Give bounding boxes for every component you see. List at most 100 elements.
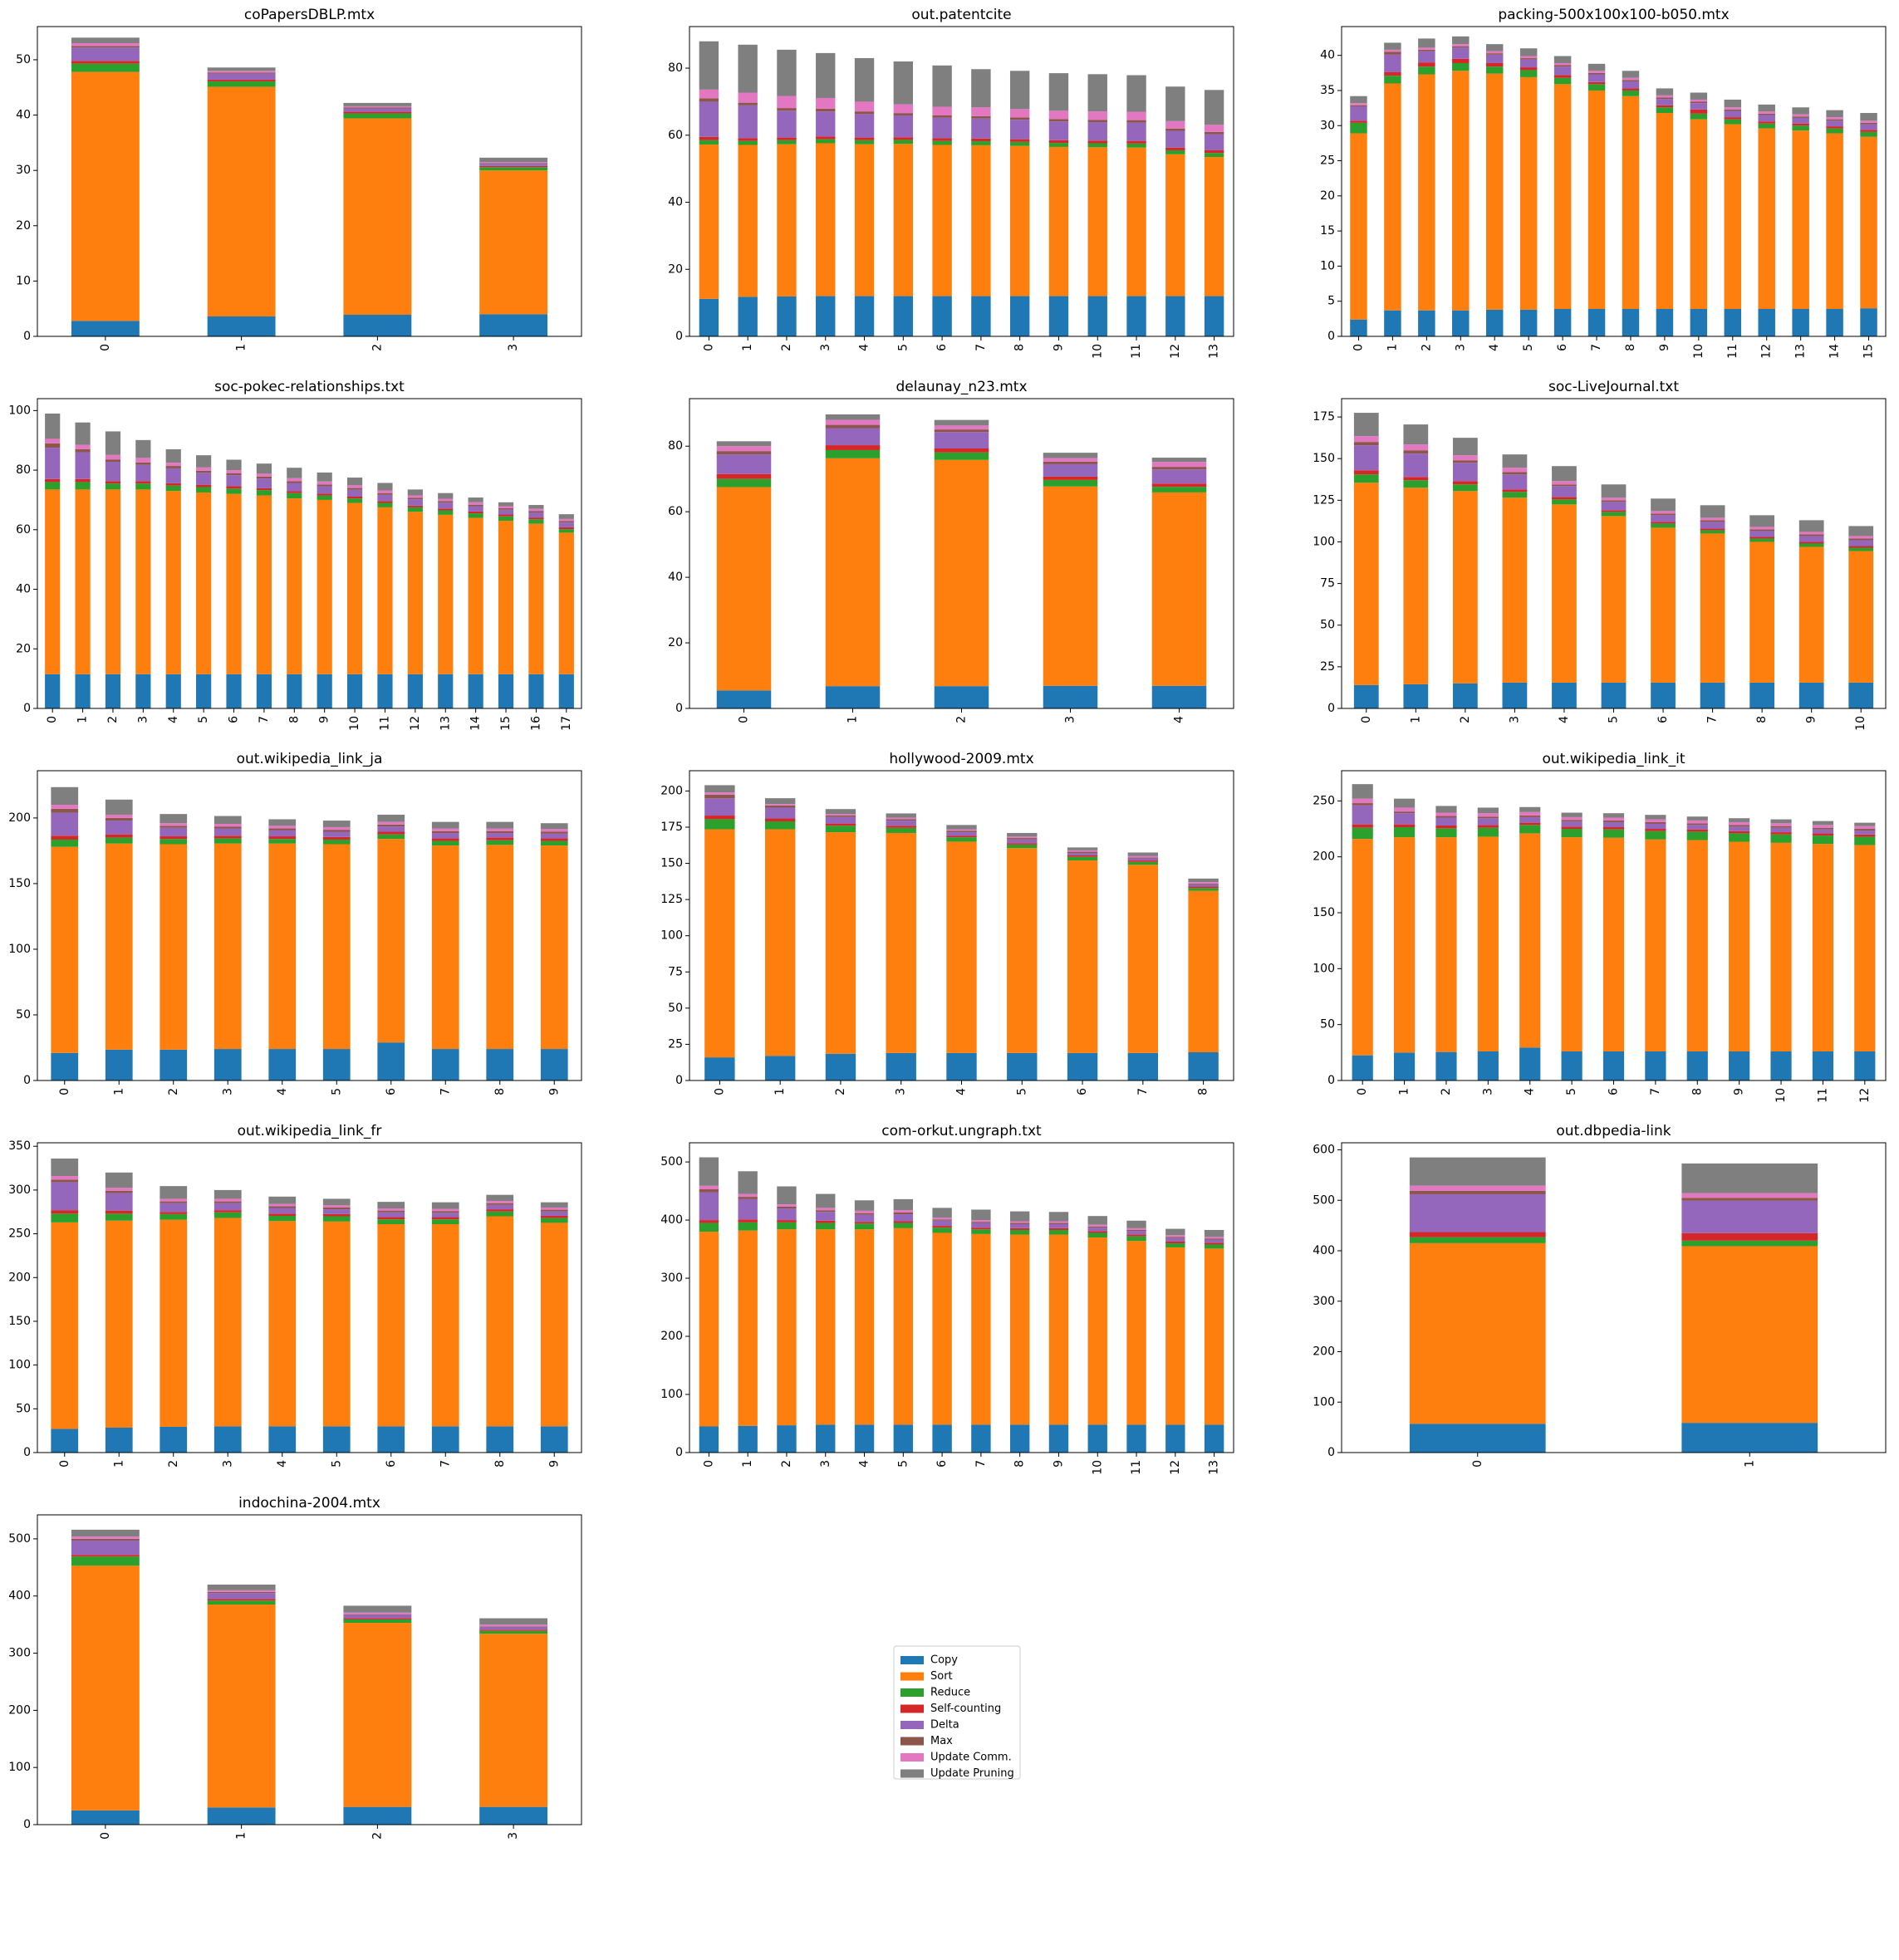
bar-segment-update-pruning-4 bbox=[1552, 466, 1577, 482]
bar-segment-max-15 bbox=[498, 507, 514, 510]
x-tick-label: 8 bbox=[493, 1088, 507, 1095]
x-tick-label: 2 bbox=[370, 344, 384, 351]
bar-segment-reduce-9 bbox=[1656, 107, 1674, 114]
bar-segment-reduce-9 bbox=[1798, 543, 1824, 547]
bar-segment-delta-4 bbox=[854, 1214, 875, 1223]
bar-segment-update-comm-8 bbox=[1749, 527, 1775, 530]
bar-segment-delta-17 bbox=[558, 522, 574, 527]
bar-segment-delta-6 bbox=[1602, 821, 1625, 827]
bar-segment-self-counting-3 bbox=[816, 1220, 836, 1223]
bar-segment-max-13 bbox=[438, 501, 454, 503]
bar-segment-update-pruning-1 bbox=[207, 67, 276, 71]
bar-segment-max-4 bbox=[854, 1213, 875, 1215]
panel-title: out.patentcite bbox=[911, 7, 1011, 23]
bar-segment-copy-6 bbox=[226, 674, 242, 708]
bar-segment-update-comm-9 bbox=[540, 1207, 568, 1210]
bar-segment-copy-2 bbox=[934, 686, 989, 708]
x-tick-label: 11 bbox=[1816, 1088, 1829, 1103]
bar-segment-sort-2 bbox=[1435, 837, 1457, 1052]
bar-segment-reduce-8 bbox=[287, 492, 302, 499]
bar-segment-delta-9 bbox=[1798, 536, 1824, 542]
x-tick-label: 0 bbox=[1352, 344, 1365, 351]
bar-segment-copy-4 bbox=[1151, 685, 1207, 708]
bar-segment-copy-1 bbox=[825, 686, 881, 708]
x-tick-label: 15 bbox=[499, 716, 513, 731]
bar-segment-update-pruning-5 bbox=[322, 821, 351, 827]
legend-swatch-self-counting bbox=[900, 1704, 924, 1713]
bar-segment-copy-7 bbox=[971, 296, 991, 336]
x-tick-label: 1 bbox=[1386, 344, 1399, 351]
bar-segment-update-pruning-6 bbox=[377, 1202, 405, 1209]
bar-segment-max-1 bbox=[764, 805, 796, 808]
bar-segment-self-counting-9 bbox=[1656, 105, 1674, 108]
bar-segment-update-pruning-9 bbox=[1048, 1212, 1069, 1222]
bar-segment-update-comm-4 bbox=[946, 829, 977, 831]
x-tick-label: 2 bbox=[834, 1088, 847, 1095]
bar-segment-sort-11 bbox=[1724, 124, 1742, 310]
bar-segment-reduce-15 bbox=[498, 516, 514, 522]
bar-segment-update-pruning-7 bbox=[971, 1209, 991, 1221]
x-tick-label: 0 bbox=[713, 1088, 726, 1095]
y-tick-label: 0 bbox=[23, 702, 31, 715]
bar-segment-sort-0 bbox=[51, 846, 79, 1053]
bar-segment-delta-6 bbox=[932, 1220, 952, 1227]
x-tick-label: 7 bbox=[258, 716, 271, 723]
bar-segment-max-5 bbox=[1601, 500, 1627, 502]
bar-segment-self-counting-8 bbox=[486, 837, 514, 840]
bar-segment-copy-9 bbox=[540, 1426, 568, 1453]
bar-segment-update-comm-8 bbox=[287, 478, 302, 482]
bar-segment-self-counting-7 bbox=[971, 1227, 991, 1230]
bar-segment-update-pruning-8 bbox=[287, 468, 302, 478]
bar-segment-self-counting-0 bbox=[1353, 470, 1379, 475]
bar-segment-delta-0 bbox=[704, 798, 735, 816]
y-tick-label: 0 bbox=[23, 330, 31, 343]
bar-segment-sort-1 bbox=[1403, 488, 1429, 684]
bar-segment-update-comm-8 bbox=[1622, 77, 1640, 81]
bar-segment-delta-0 bbox=[45, 448, 61, 479]
bar-segment-copy-10 bbox=[1770, 1051, 1792, 1080]
bar-segment-copy-6 bbox=[377, 1426, 405, 1453]
bar-segment-max-8 bbox=[1686, 823, 1708, 826]
bar-segment-copy-13 bbox=[1204, 1424, 1224, 1453]
x-tick-label: 11 bbox=[1130, 1460, 1143, 1475]
bar-segment-max-0 bbox=[704, 794, 735, 799]
bar-segment-sort-6 bbox=[1067, 860, 1098, 1053]
bar-segment-delta-1 bbox=[738, 1198, 758, 1220]
bar-segment-max-16 bbox=[528, 511, 544, 512]
bar-segment-update-comm-5 bbox=[893, 104, 914, 114]
bar-segment-max-1 bbox=[738, 102, 758, 105]
panel-title: hollywood-2009.mtx bbox=[889, 751, 1033, 767]
x-tick-label: 2 bbox=[1440, 1088, 1453, 1095]
bar-segment-self-counting-4 bbox=[1519, 822, 1541, 826]
bar-segment-copy-0 bbox=[699, 298, 719, 336]
bar-segment-self-counting-7 bbox=[1645, 829, 1666, 831]
bar-segment-update-comm-14 bbox=[468, 502, 483, 505]
bar-segment-reduce-11 bbox=[1126, 143, 1146, 148]
bar-segment-sort-4 bbox=[946, 841, 977, 1053]
bar-segment-update-comm-1 bbox=[1403, 444, 1429, 451]
bar-segment-update-comm-8 bbox=[1188, 882, 1219, 884]
bar-segment-update-pruning-13 bbox=[1204, 1229, 1224, 1237]
bar-segment-self-counting-0 bbox=[71, 61, 140, 64]
bar-segment-update-pruning-2 bbox=[777, 1186, 797, 1205]
bar-segment-reduce-1 bbox=[738, 1222, 758, 1231]
bar-segment-self-counting-9 bbox=[540, 1215, 568, 1218]
y-tick-label: 80 bbox=[16, 463, 31, 477]
bar-segment-update-pruning-3 bbox=[1477, 807, 1499, 814]
bar-segment-delta-5 bbox=[322, 1209, 351, 1214]
bar-segment-update-comm-8 bbox=[1686, 820, 1708, 824]
x-tick-label: 9 bbox=[318, 716, 331, 723]
bar-segment-update-pruning-2 bbox=[1418, 38, 1435, 48]
bar-segment-sort-2 bbox=[343, 1623, 412, 1807]
y-tick-label: 15 bbox=[1320, 224, 1335, 238]
bar-segment-max-9 bbox=[1656, 97, 1674, 100]
bar-segment-self-counting-3 bbox=[816, 136, 836, 140]
bar-segment-delta-4 bbox=[1151, 469, 1207, 484]
bar-segment-max-8 bbox=[1009, 117, 1030, 120]
bar-segment-reduce-8 bbox=[486, 1211, 514, 1217]
bar-segment-copy-6 bbox=[1067, 1052, 1098, 1080]
bar-segment-sort-7 bbox=[431, 845, 459, 1050]
bar-segment-sort-15 bbox=[498, 521, 514, 674]
bar-segment-delta-4 bbox=[268, 1208, 297, 1214]
legend-label-delta: Delta bbox=[930, 1719, 959, 1732]
